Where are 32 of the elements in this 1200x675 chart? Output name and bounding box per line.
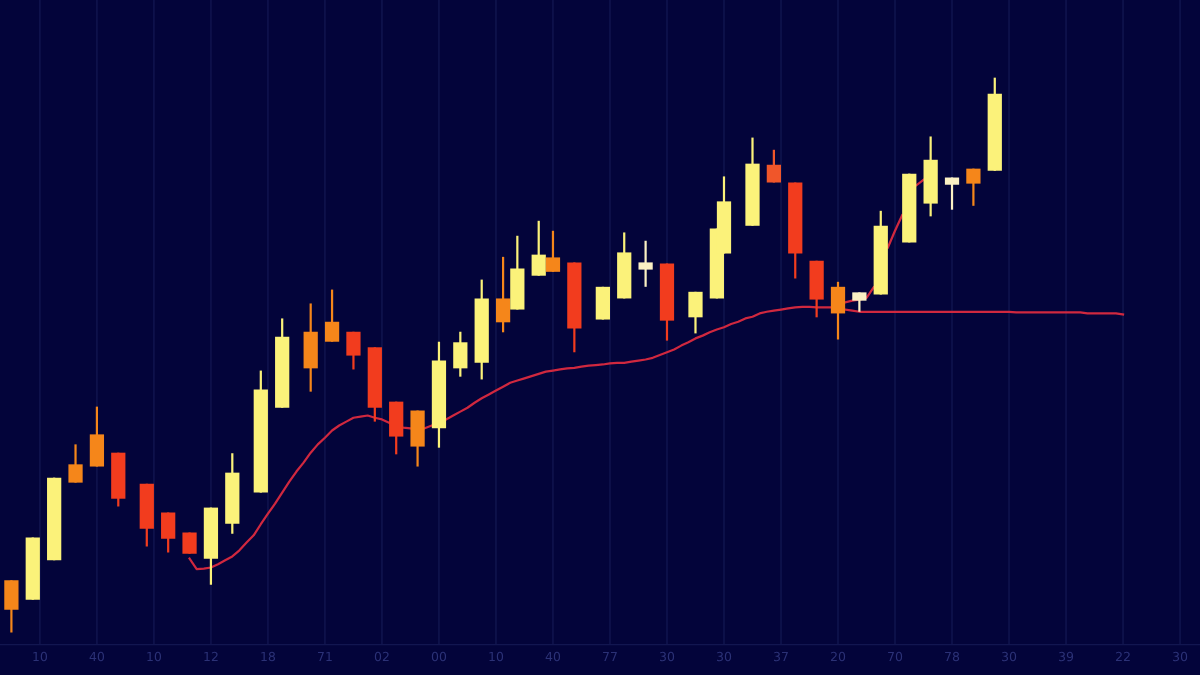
candlestick — [531, 219, 546, 277]
candlestick — [495, 255, 511, 334]
x-tick-label: 30 — [1002, 651, 1017, 662]
x-tick-label: 40 — [545, 651, 561, 662]
x-tick-label: 70 — [888, 651, 903, 662]
x-tick-label: 10 — [147, 651, 162, 662]
candlestick — [852, 291, 867, 313]
x-tick-label: 22 — [1116, 651, 1130, 662]
x-tick-label: 30 — [1173, 651, 1188, 662]
x-tick-label: 78 — [945, 651, 960, 662]
candlestick — [324, 288, 340, 343]
candlestick — [545, 229, 561, 273]
x-tick-label: 12 — [204, 651, 218, 662]
x-tick-label: 10 — [33, 651, 48, 662]
x-tick-label: 37 — [774, 651, 788, 662]
x-tick-label: 30 — [716, 651, 732, 662]
x-tick-label: 39 — [1059, 651, 1074, 662]
x-tick-label: 77 — [603, 651, 617, 662]
x-tick-label: 18 — [261, 651, 276, 662]
x-tick-label: 02 — [374, 651, 389, 662]
candlestick — [966, 167, 981, 207]
x-tick-label: 30 — [659, 651, 675, 662]
x-tick-label: 00 — [431, 651, 447, 662]
x-tick-label: 10 — [489, 651, 504, 662]
x-tick-label: 40 — [89, 651, 105, 662]
candlestick — [638, 239, 653, 288]
candlestick — [944, 176, 960, 211]
x-tick-label: 71 — [318, 651, 332, 662]
candlestick — [68, 443, 83, 484]
candlestick — [766, 148, 781, 184]
x-tick-label: 20 — [830, 651, 846, 662]
candlestick — [346, 330, 361, 371]
